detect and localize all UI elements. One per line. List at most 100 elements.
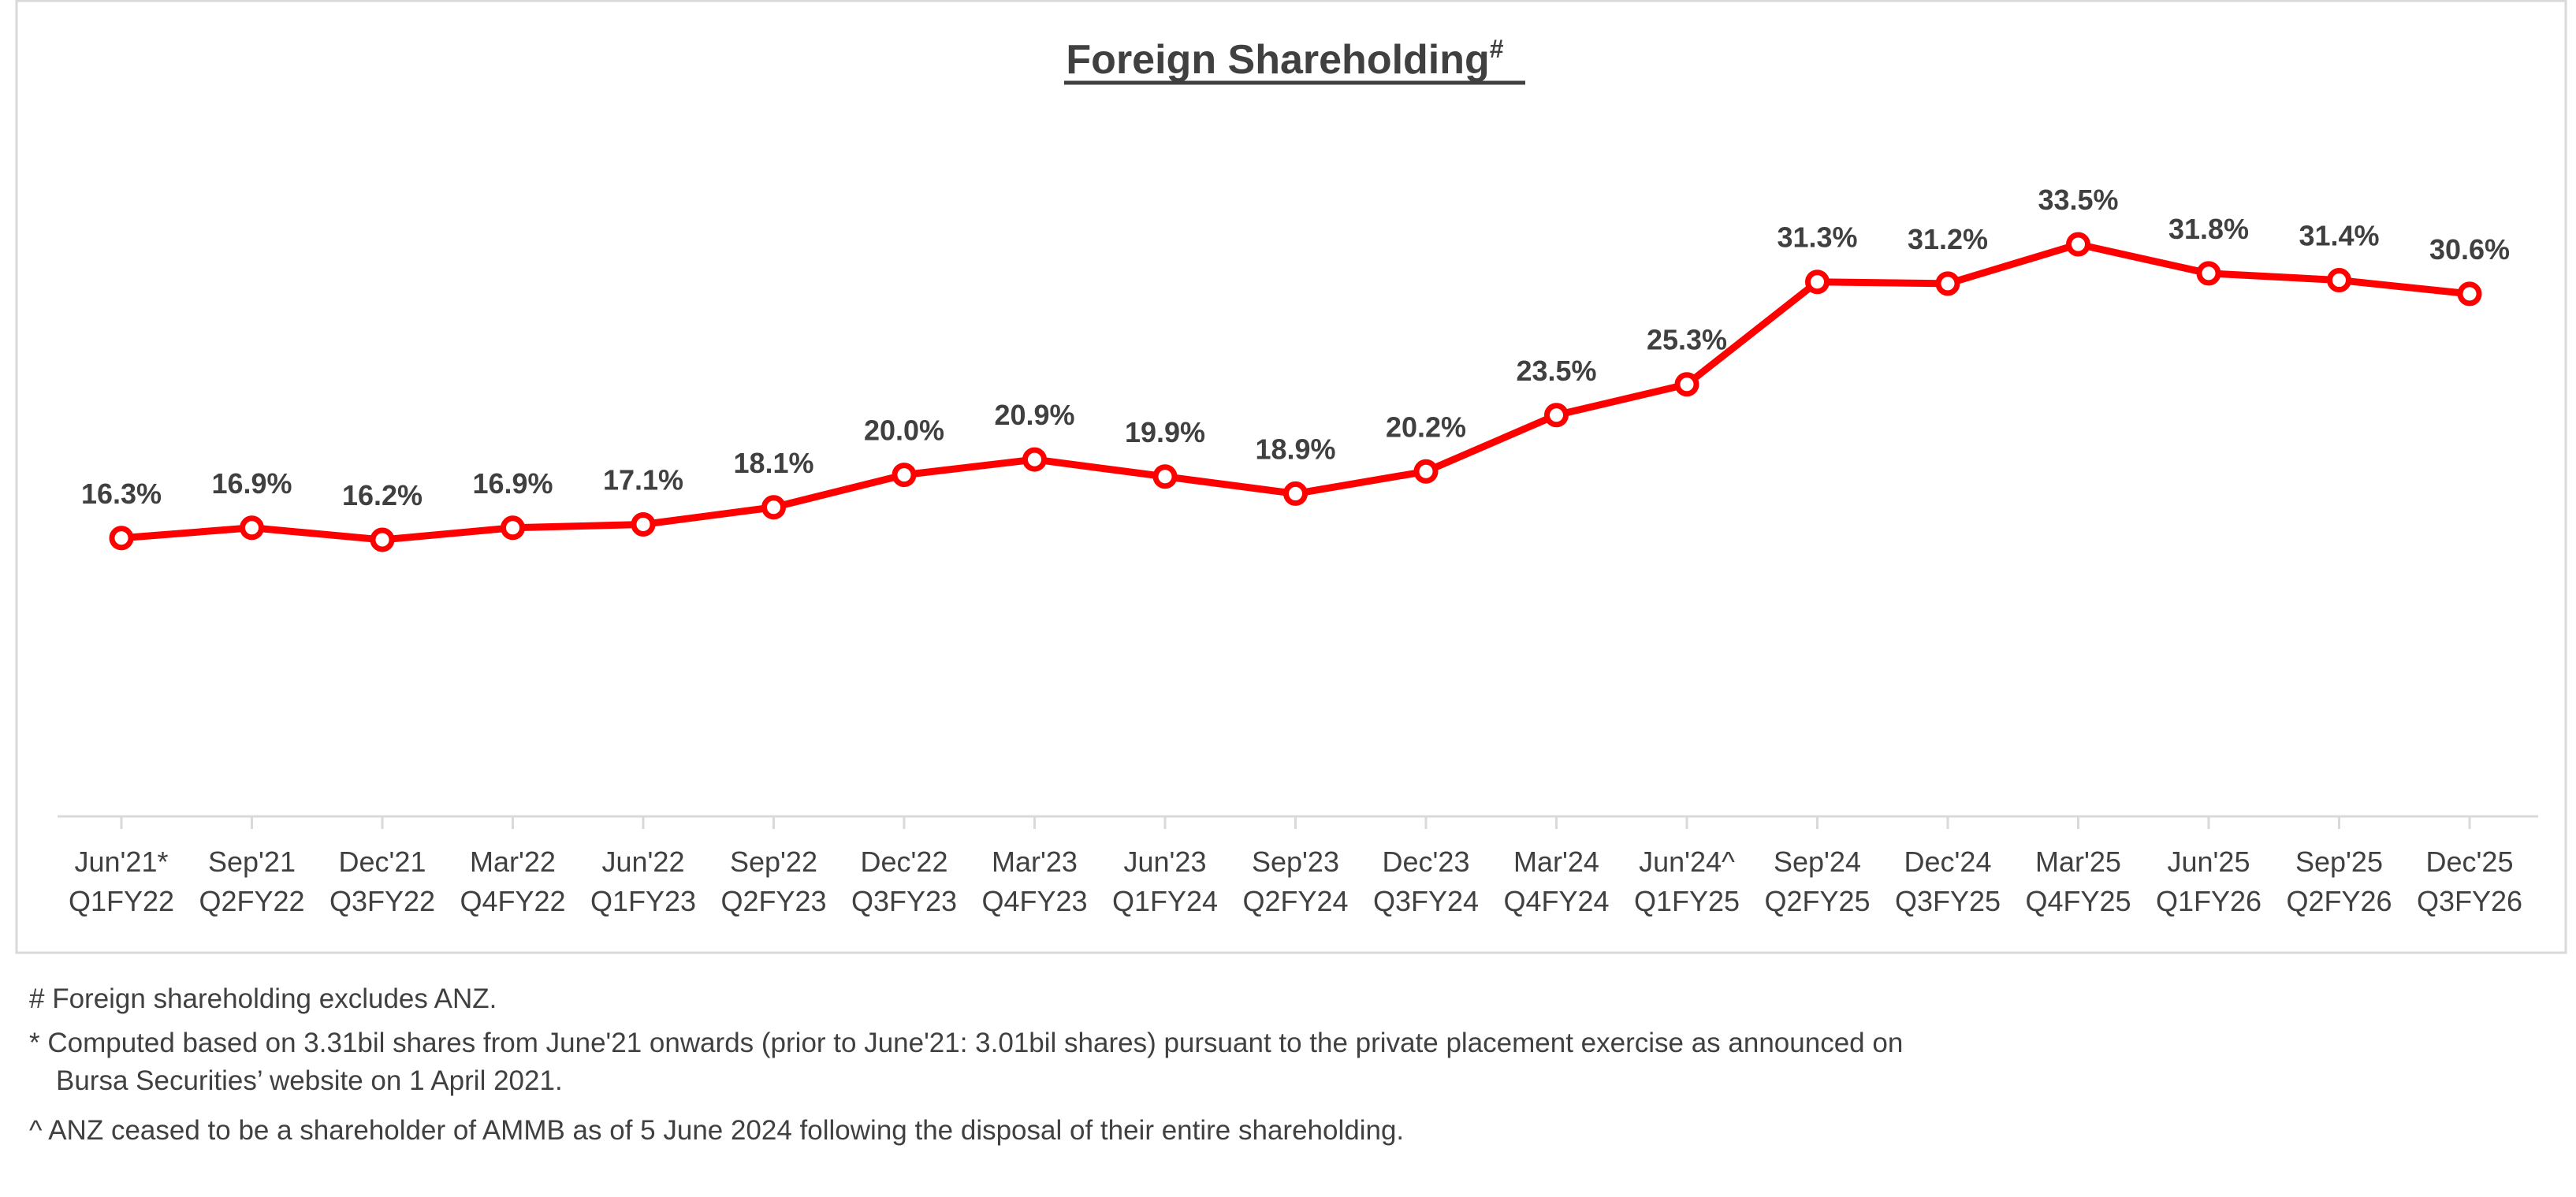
x-tick-label-month: Jun'24^	[1639, 846, 1735, 878]
x-tick-label-month: Mar'23	[992, 846, 1078, 878]
x-tick-label-quarter: Q1FY22	[69, 885, 174, 917]
x-tick-label: Jun'22 Q1FY23	[590, 846, 696, 917]
data-point	[501, 515, 525, 541]
data-label: 19.9%	[1125, 416, 1205, 448]
data-point	[1413, 459, 1439, 484]
x-tick-label-quarter: Q1FY23	[590, 885, 696, 917]
data-label: 20.2%	[1386, 411, 1466, 443]
data-label: 31.4%	[2299, 220, 2379, 252]
footnote-hash: # Foreign shareholding excludes ANZ.	[29, 983, 497, 1014]
x-tick-label-month: Sep'24	[1774, 846, 1861, 878]
x-tick-label-quarter: Q2FY26	[2286, 885, 2392, 917]
data-point	[1935, 271, 1960, 296]
x-tick-label: Jun'25 Q1FY26	[2156, 846, 2261, 917]
x-tick-label: Dec'24 Q3FY25	[1895, 846, 2001, 917]
data-point	[1152, 464, 1178, 489]
x-tick-label-month: Sep'25	[2295, 846, 2383, 878]
x-tick-label: Dec'25 Q3FY26	[2417, 846, 2522, 917]
x-tick-label: Mar'23 Q4FY23	[981, 846, 1087, 917]
data-point	[1544, 403, 1569, 428]
x-tick-label-month: Jun'25	[2168, 846, 2250, 878]
x-tick-label-month: Mar'24	[1513, 846, 1599, 878]
x-tick-label-month: Sep'23	[1252, 846, 1339, 878]
data-point	[2196, 261, 2221, 286]
data-point	[1283, 481, 1308, 506]
data-label: 25.3%	[1647, 324, 1727, 356]
data-label: 20.0%	[864, 414, 944, 447]
footnote-caret: ^ ANZ ceased to be a shareholder of AMMB…	[29, 1115, 1405, 1146]
x-tick-label: Sep'25 Q2FY26	[2286, 846, 2392, 917]
chart-title: Foreign Shareholding#	[1066, 35, 1503, 83]
x-tick-label-month: Dec'25	[2426, 846, 2514, 878]
x-tick-label: Mar'25 Q4FY25	[2025, 846, 2131, 917]
x-tick-label-month: Jun'23	[1124, 846, 1207, 878]
x-tick-label-quarter: Q2FY25	[1764, 885, 1870, 917]
x-tick-label: Jun'21* Q1FY22	[69, 846, 174, 917]
data-label: 31.3%	[1777, 221, 1857, 254]
x-tick-label-quarter: Q2FY24	[1242, 885, 1348, 917]
x-tick-label: Dec'23 Q3FY24	[1373, 846, 1479, 917]
x-tick-label-quarter: Q1FY24	[1112, 885, 1218, 917]
data-label: 16.9%	[472, 467, 553, 500]
x-tick-label-quarter: Q4FY24	[1503, 885, 1609, 917]
x-tick-label-quarter: Q4FY22	[460, 885, 565, 917]
x-tick-label: Sep'24 Q2FY25	[1764, 846, 1870, 917]
x-tick-label-quarter: Q3FY23	[851, 885, 957, 917]
data-label: 31.2%	[1908, 223, 1988, 255]
x-tick-label-quarter: Q1FY25	[1634, 885, 1740, 917]
x-tick-label-month: Dec'22	[861, 846, 948, 878]
footnote-asterisk: * Computed based on 3.31bil shares from …	[29, 1028, 1904, 1058]
x-tick-label-month: Mar'25	[2035, 846, 2121, 878]
data-label: 20.9%	[994, 399, 1074, 431]
chart-border	[15, 0, 2567, 954]
data-point	[109, 526, 134, 551]
x-tick-label-quarter: Q2FY22	[199, 885, 304, 917]
x-tick-label: Jun'24^ Q1FY25	[1634, 846, 1740, 917]
x-tick-label-quarter: Q1FY26	[2156, 885, 2261, 917]
footnote-asterisk-continued: Bursa Securities’ website on 1 April 202…	[56, 1065, 563, 1096]
x-tick-label-month: Jun'22	[602, 846, 685, 878]
x-tick-label: Sep'22 Q2FY23	[720, 846, 826, 917]
x-tick-label-month: Dec'24	[1904, 846, 1992, 878]
data-point	[1022, 447, 1047, 472]
x-tick-label-quarter: Q3FY22	[329, 885, 435, 917]
data-label: 18.1%	[733, 447, 813, 479]
chart-title-text: Foreign Shareholding	[1066, 37, 1489, 83]
x-tick-label-quarter: Q4FY23	[981, 885, 1087, 917]
data-label: 16.2%	[342, 479, 423, 511]
data-label: 17.1%	[603, 463, 683, 496]
data-label: 33.5%	[2038, 184, 2118, 216]
data-label: 18.9%	[1255, 433, 1335, 465]
x-tick-label-month: Dec'21	[339, 846, 426, 878]
x-tick-label: Mar'22 Q4FY22	[460, 846, 565, 917]
x-tick-label-quarter: Q3FY24	[1373, 885, 1479, 917]
data-point	[892, 463, 917, 488]
data-label: 16.3%	[81, 478, 162, 510]
data-label: 30.6%	[2429, 233, 2510, 266]
x-tick-label-month: Mar'22	[470, 846, 556, 878]
data-point	[240, 515, 264, 541]
x-tick-label-month: Sep'21	[208, 846, 296, 878]
data-point	[631, 511, 656, 537]
x-tick-label: Dec'21 Q3FY22	[329, 846, 435, 917]
x-tick-label-month: Jun'21*	[75, 846, 169, 878]
x-tick-label-quarter: Q3FY25	[1895, 885, 2001, 917]
x-tick-label-quarter: Q2FY23	[720, 885, 826, 917]
data-label: 31.8%	[2168, 213, 2249, 245]
x-tick-label: Sep'21 Q2FY22	[199, 846, 304, 917]
data-point	[761, 495, 786, 520]
data-point	[2457, 281, 2482, 307]
x-tick-label: Mar'24 Q4FY24	[1503, 846, 1609, 917]
x-tick-label: Sep'23 Q2FY24	[1242, 846, 1348, 917]
x-tick-label: Dec'22 Q3FY23	[851, 846, 957, 917]
x-tick-label-quarter: Q3FY26	[2417, 885, 2522, 917]
data-point	[2327, 268, 2351, 293]
x-tick-label-month: Sep'22	[730, 846, 817, 878]
x-tick-label-month: Dec'23	[1383, 846, 1470, 878]
data-point	[2066, 232, 2090, 257]
chart-title-superscript: #	[1490, 35, 1504, 63]
data-label: 23.5%	[1516, 355, 1596, 387]
data-point	[1805, 270, 1830, 295]
data-label: 16.9%	[211, 467, 292, 500]
